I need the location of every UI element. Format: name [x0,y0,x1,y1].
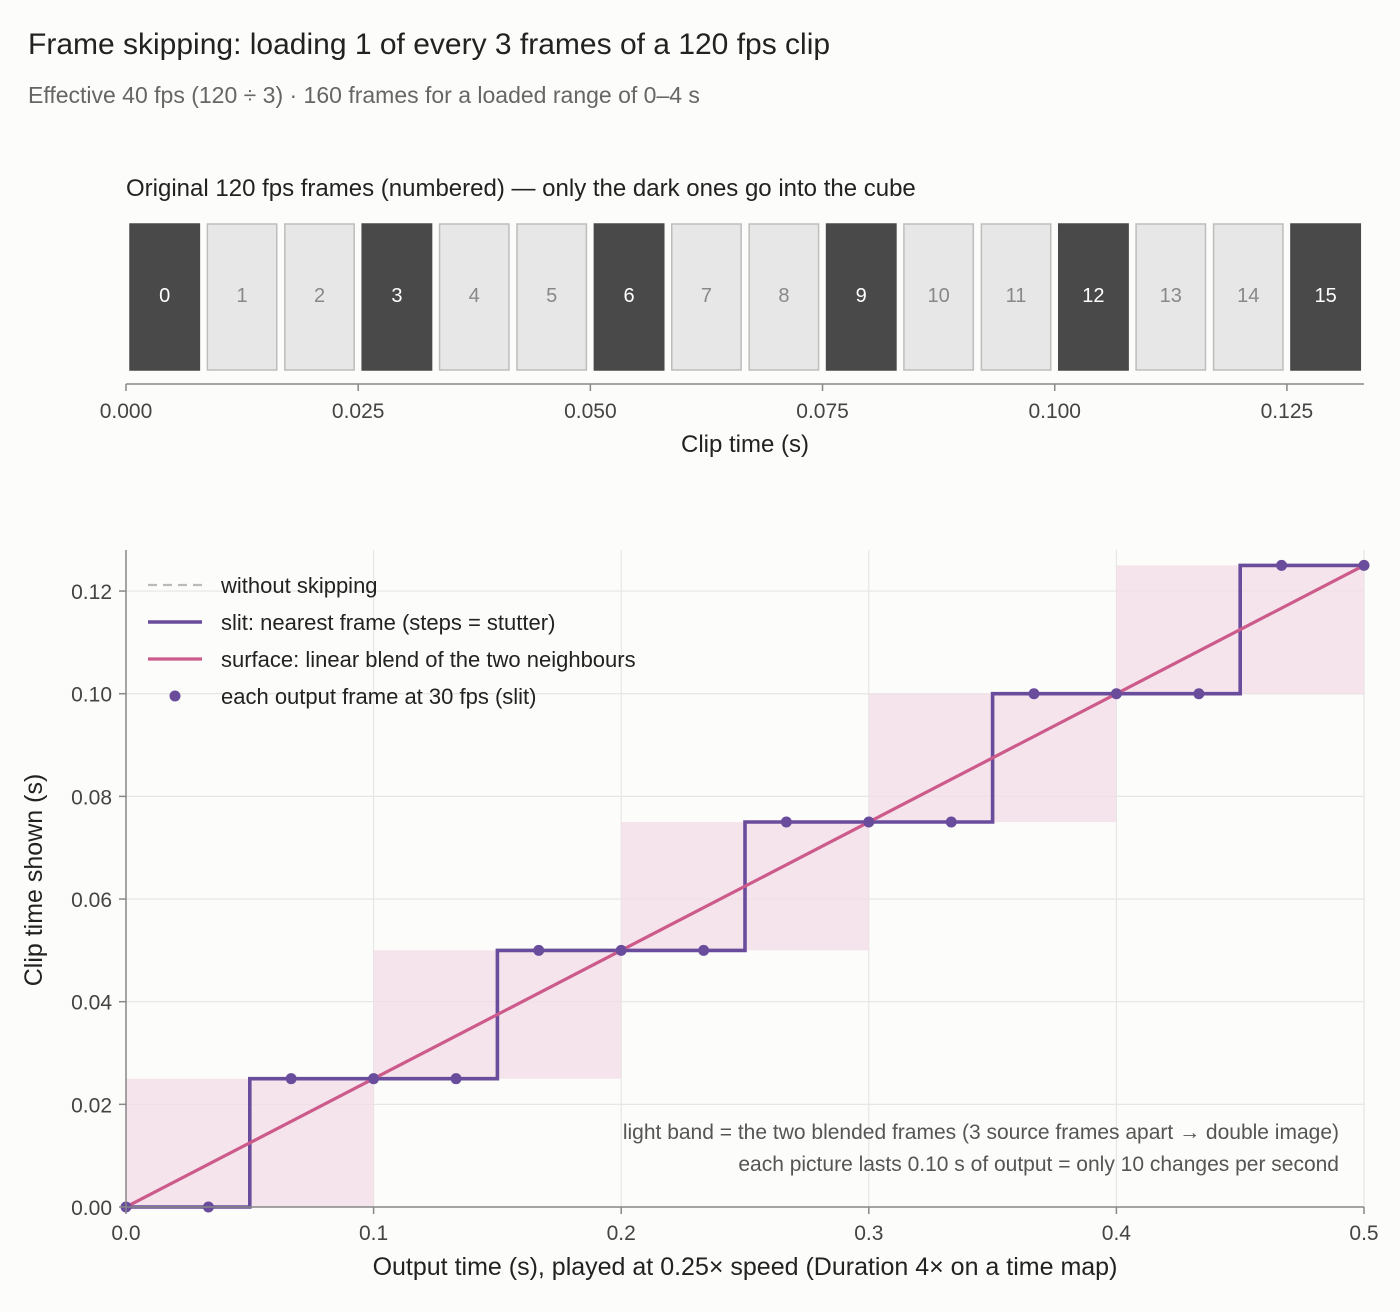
legend-surface: surface: linear blend of the two neighbo… [221,647,636,672]
kept-frame [825,223,897,371]
y-tick-label: 0.04 [71,992,112,1015]
y-tick-label: 0.10 [71,684,112,707]
output-frame-point [1358,559,1370,571]
y-tick-label: 0.00 [71,1197,112,1220]
surface-blend-line [125,563,1365,1209]
x-tick-label: 0.1 [359,1222,388,1245]
frame-number-label: 5 [546,285,557,307]
skipped-frame [748,223,820,371]
frame-number-label: 1 [236,285,247,307]
frame-number-label: 8 [778,285,789,307]
output-frame-point [285,1073,297,1085]
frame-number-label: 9 [856,285,867,307]
x-tick-label: 0.125 [1261,400,1314,423]
y-tick-label: 0.02 [71,1094,112,1117]
output-frame-point [863,816,875,828]
skipped-frame [670,223,742,371]
page-subtitle: Effective 40 fps (120 ÷ 3) · 160 frames … [28,82,700,108]
frame-number-label: 7 [701,285,712,307]
y-tick-label: 0.12 [71,581,112,604]
frame-number-label: 14 [1237,285,1259,307]
output-frame-point [1110,688,1122,700]
skipped-frame [903,223,975,371]
legend-marker [169,690,181,702]
mapping-x-axis-label: Output time (s), played at 0.25× speed (… [373,1253,1118,1281]
x-tick-label: 0.0 [111,1222,140,1245]
mapping-y-axis-label: Clip time shown (s) [20,774,48,987]
output-frame-point [533,944,545,956]
output-frame-point [1028,688,1040,700]
frame-number-label: 12 [1082,285,1104,307]
kept-frame [361,223,433,371]
annotation-text: each picture lasts 0.10 s of output = on… [738,1153,1339,1176]
output-frame-point [698,944,710,956]
skipped-frame [438,223,510,371]
skipped-frame [980,223,1052,371]
output-frame-point [945,816,957,828]
frames-x-axis-label: Clip time (s) [681,431,809,458]
x-tick-label: 0.3 [854,1222,883,1245]
output-frame-point [615,944,627,956]
skipped-frame [1212,223,1284,371]
frame-number-label: 13 [1160,285,1182,307]
kept-frame [1290,223,1362,371]
page-title: Frame skipping: loading 1 of every 3 fra… [28,28,831,61]
output-frame-point [780,816,792,828]
x-tick-label: 0.075 [796,400,849,423]
frame-number-label: 0 [159,285,170,307]
frame-number-label: 10 [927,285,949,307]
output-frame-point [450,1073,462,1085]
x-tick-label: 0.5 [1349,1222,1378,1245]
frame-number-label: 3 [391,285,402,307]
output-frame-point [1193,688,1205,700]
x-tick-label: 0.025 [332,400,385,423]
legend-without-skipping: without skipping [220,573,378,598]
frame-number-label: 11 [1006,285,1027,307]
kept-frame [129,223,201,371]
frame-number-label: 15 [1314,285,1336,307]
frames-chart-title: Original 120 fps frames (numbered) — onl… [126,175,916,202]
kept-frame [1057,223,1129,371]
output-frame-point [368,1073,380,1085]
frames-chart: Original 120 fps frames (numbered) — onl… [100,175,1364,458]
skipped-frame [1135,223,1207,371]
kept-frame [593,223,665,371]
y-tick-label: 0.08 [71,786,112,809]
legend-output-frames: each output frame at 30 fps (slit) [221,684,537,709]
x-tick-label: 0.100 [1028,400,1081,423]
x-tick-label: 0.4 [1102,1222,1132,1245]
frame-number-label: 6 [624,285,635,307]
output-frame-point [1276,559,1288,571]
skipped-frame [516,223,588,371]
x-tick-label: 0.000 [100,400,153,423]
legend-slit: slit: nearest frame (steps = stutter) [221,610,555,635]
y-tick-label: 0.06 [71,889,112,912]
x-tick-label: 0.2 [607,1222,636,1245]
frame-number-label: 4 [469,285,480,307]
annotation-text: light band = the two blended frames (3 s… [623,1121,1339,1144]
skipped-frame [206,223,278,371]
x-tick-label: 0.050 [564,400,617,423]
frame-number-label: 2 [314,285,325,307]
skipped-frame [284,223,355,371]
